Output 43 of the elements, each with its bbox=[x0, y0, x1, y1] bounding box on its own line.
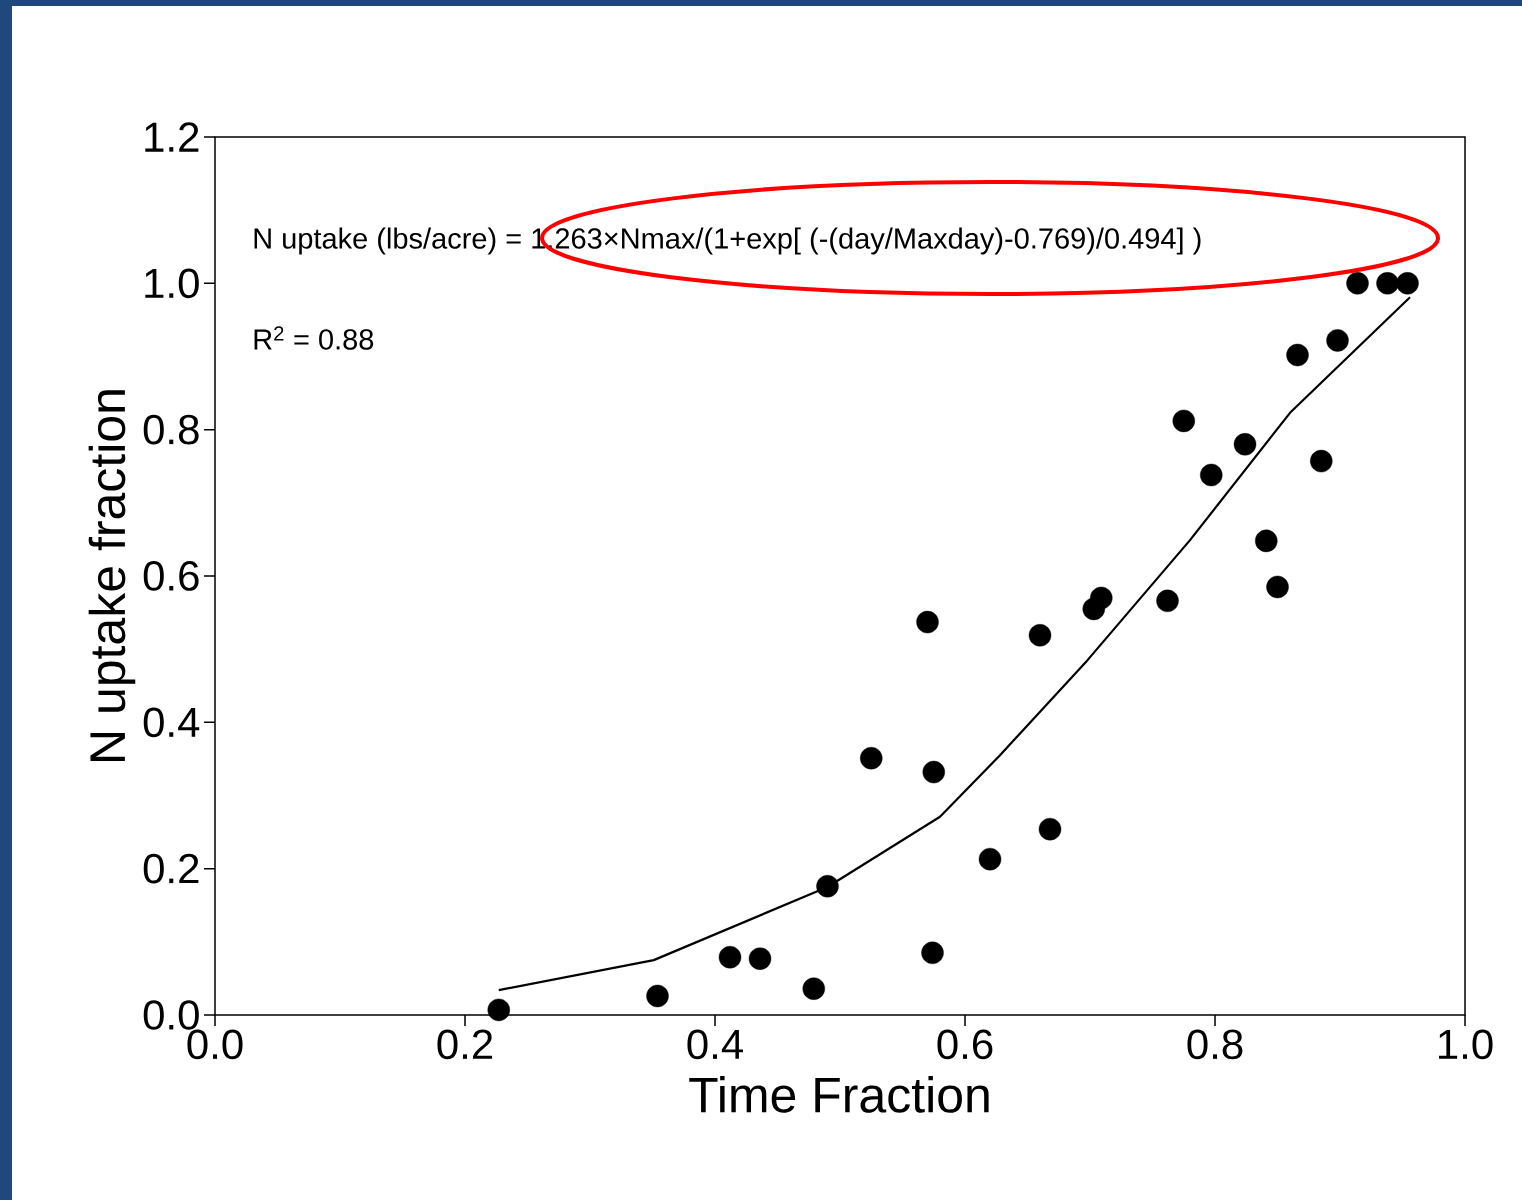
point bbox=[1200, 463, 1223, 487]
y-tick-label: 1.2 bbox=[145, 122, 199, 152]
point bbox=[922, 760, 945, 784]
point bbox=[1266, 575, 1289, 599]
point bbox=[1346, 272, 1369, 295]
x-tick-label: 1.0 bbox=[1439, 1029, 1493, 1060]
x-tick-label: 0.2 bbox=[437, 1029, 493, 1060]
point bbox=[1090, 586, 1113, 610]
y-tick-label: 0.2 bbox=[143, 853, 199, 884]
point bbox=[1233, 433, 1257, 456]
point bbox=[860, 746, 883, 770]
point bbox=[1310, 449, 1333, 473]
y-tick-label: 0.4 bbox=[143, 707, 200, 738]
point bbox=[1255, 529, 1278, 553]
point bbox=[1396, 272, 1419, 295]
line-series bbox=[497, 296, 1412, 992]
annotation: R$^{2}$ = 0.88 bbox=[254, 326, 374, 350]
y-tick-label: 0.8 bbox=[143, 414, 199, 445]
point bbox=[748, 947, 772, 970]
point bbox=[1286, 343, 1309, 367]
x-tick-label: 0.6 bbox=[937, 1029, 993, 1060]
x-tick-label: 0.4 bbox=[687, 1029, 743, 1060]
x-tick-label: 0.8 bbox=[1187, 1029, 1243, 1060]
point bbox=[1038, 817, 1062, 841]
point bbox=[978, 847, 1002, 871]
point bbox=[816, 875, 839, 898]
point bbox=[487, 998, 510, 1022]
point bbox=[921, 941, 944, 965]
point bbox=[1028, 624, 1052, 647]
x-tick-label: 0.0 bbox=[187, 1029, 243, 1060]
point bbox=[802, 977, 825, 1000]
point bbox=[646, 984, 669, 1008]
x-axis-title: Time Fraction bbox=[689, 1076, 989, 1113]
y-axis-title: N uptake fraction bbox=[88, 390, 136, 761]
y-tick-label: 1.0 bbox=[145, 268, 199, 299]
point bbox=[718, 946, 742, 969]
point bbox=[1376, 272, 1399, 295]
point bbox=[916, 610, 939, 634]
y-tick-label: 0.6 bbox=[143, 561, 199, 591]
y-tick-label: 0.0 bbox=[143, 1000, 199, 1030]
point bbox=[1172, 409, 1195, 433]
point bbox=[1156, 589, 1179, 613]
point bbox=[1326, 329, 1349, 352]
